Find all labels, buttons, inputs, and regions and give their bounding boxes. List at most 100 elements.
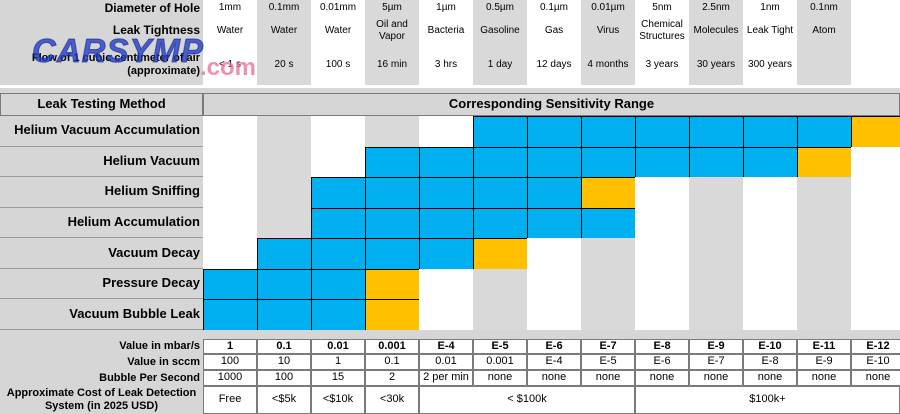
sensitivity-cell-empty <box>689 207 744 240</box>
range-header: Corresponding Sensitivity Range <box>203 93 900 116</box>
top-cell: 0.1mm <box>268 2 300 14</box>
column-shade <box>797 0 851 85</box>
value-cell: 1 <box>311 354 365 370</box>
sensitivity-cell-blue <box>527 177 582 209</box>
sensitivity-cell-empty <box>257 116 312 148</box>
sensitivity-cell-empty <box>257 146 312 179</box>
sensitivity-cell-blue <box>689 146 744 179</box>
sensitivity-cell-gold <box>797 146 852 179</box>
top-cell: 300 years <box>748 58 792 70</box>
sensitivity-cell-empty <box>419 268 474 301</box>
value-cell: E-8 <box>635 339 689 354</box>
mbar-label: Value in mbar/s <box>0 339 203 354</box>
top-cell: 0.01mm <box>319 2 357 14</box>
sensitivity-cell-blue <box>419 146 474 179</box>
value-cell: E-7 <box>581 339 635 354</box>
value-cell: E-4 <box>527 354 581 370</box>
leak-tightness-label: Leak Tightness <box>0 17 203 45</box>
value-cell: E-10 <box>851 354 900 370</box>
sensitivity-cell-empty <box>689 177 744 209</box>
value-cell: E-6 <box>635 354 689 370</box>
sensitivity-cell-blue <box>743 116 798 148</box>
value-cell: 0.1 <box>257 339 311 354</box>
sensitivity-cell-blue <box>311 299 366 331</box>
value-cell: none <box>689 370 743 386</box>
sensitivity-cell-empty <box>581 238 636 270</box>
sensitivity-cell-blue <box>365 146 420 179</box>
sensitivity-cell-blue <box>527 146 582 179</box>
sensitivity-cell-empty <box>257 177 312 209</box>
cost-cell: <$10k <box>311 386 365 414</box>
sccm-label: Value in sccm <box>0 354 203 370</box>
sensitivity-cell-gold <box>473 238 528 270</box>
top-cell: Virus <box>596 24 620 36</box>
sensitivity-cell-blue <box>527 207 582 240</box>
sensitivity-cell-blue <box>257 268 312 301</box>
sensitivity-cell-empty <box>851 146 900 179</box>
sensitivity-cell-empty <box>473 268 528 301</box>
value-cell: 10 <box>257 354 311 370</box>
sensitivity-cell-gold <box>365 299 420 331</box>
value-cell: none <box>743 370 797 386</box>
method-label: Vacuum Decay <box>0 238 203 269</box>
sensitivity-cell-empty <box>257 207 312 240</box>
sensitivity-cell-empty <box>581 268 636 301</box>
method-label: Helium Accumulation <box>0 207 203 239</box>
top-cell: 20 s <box>274 58 294 70</box>
top-cell <box>851 0 900 17</box>
top-cell: Molecules <box>693 24 739 36</box>
sensitivity-cell-blue <box>419 238 474 270</box>
sensitivity-cell-empty <box>311 116 366 148</box>
top-cell: 0.5µm <box>486 2 514 14</box>
sensitivity-cell-empty <box>689 268 744 301</box>
top-cell: Bacteria <box>427 24 465 36</box>
value-cell: 0.001 <box>365 339 419 354</box>
value-cell: E-11 <box>797 339 851 354</box>
value-cell: E-10 <box>743 339 797 354</box>
value-cell: E-12 <box>851 339 900 354</box>
value-cell: E-8 <box>743 354 797 370</box>
sensitivity-cell-empty <box>203 238 258 270</box>
value-cell: E-5 <box>473 339 527 354</box>
column-shade <box>365 0 419 85</box>
sensitivity-cell-blue <box>743 146 798 179</box>
sensitivity-cell-gold <box>581 177 636 209</box>
sensitivity-cell-blue <box>581 146 636 179</box>
sensitivity-cell-blue <box>203 299 258 331</box>
top-cell: < 1 s <box>219 58 241 70</box>
method-label: Helium Sniffing <box>0 177 203 208</box>
sensitivity-cell-gold <box>851 116 900 148</box>
sensitivity-cell-empty <box>797 268 852 301</box>
sensitivity-cell-empty <box>473 299 528 331</box>
top-cell: Chemical Structures <box>639 18 685 43</box>
sensitivity-cell-empty <box>743 177 798 209</box>
top-cell: 100 s <box>325 58 351 70</box>
sensitivity-cell-blue <box>365 177 420 209</box>
top-cell: Water <box>216 24 244 36</box>
sensitivity-cell-gold <box>365 268 420 301</box>
separator-bar <box>0 88 900 93</box>
sensitivity-cell-empty <box>689 299 744 331</box>
top-cell <box>851 45 900 85</box>
sensitivity-cell-empty <box>635 177 690 209</box>
sensitivity-cell-empty <box>743 238 798 270</box>
top-cell: 16 min <box>376 58 407 70</box>
cost-cell: <$5k <box>257 386 311 414</box>
sensitivity-cell-blue <box>635 146 690 179</box>
value-cell: E-5 <box>581 354 635 370</box>
sensitivity-cell-blue <box>473 146 528 179</box>
value-cell: 100 <box>203 354 257 370</box>
sensitivity-cell-empty <box>797 299 852 331</box>
top-cell: 12 days <box>536 58 572 70</box>
sensitivity-cell-empty <box>689 238 744 270</box>
value-cell: 15 <box>311 370 365 386</box>
sensitivity-cell-blue <box>473 207 528 240</box>
sensitivity-cell-empty <box>527 299 582 331</box>
top-cell: 2.5nm <box>702 2 730 14</box>
top-cell: 3 years <box>645 58 679 70</box>
column-shade <box>257 0 311 85</box>
value-cell: E-9 <box>797 354 851 370</box>
sensitivity-cell-empty <box>203 207 258 240</box>
sensitivity-cell-empty <box>851 177 900 209</box>
sensitivity-cell-empty <box>635 207 690 240</box>
